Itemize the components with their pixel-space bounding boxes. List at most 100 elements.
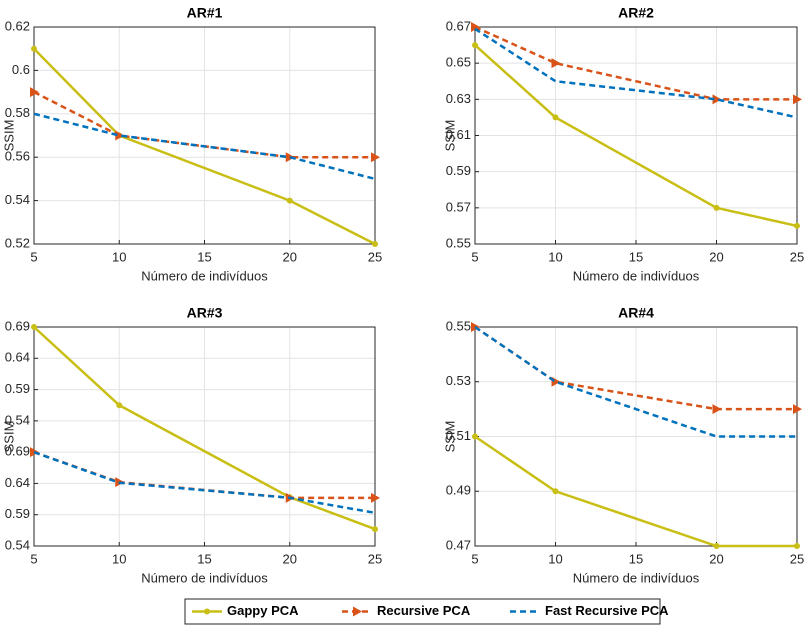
- marker: [31, 45, 37, 52]
- marker: [371, 152, 380, 163]
- x-tick-label: 5: [30, 249, 37, 264]
- y-tick-label: 0.49: [446, 483, 471, 498]
- x-tick-label: 25: [790, 551, 804, 566]
- x-tick-label: 25: [790, 249, 804, 264]
- x-tick-label: 25: [368, 249, 382, 264]
- series-line: [474, 44, 798, 228]
- y-tick-label: 0.63: [446, 91, 471, 106]
- series-line: [474, 25, 797, 101]
- x-axis-label: Número de indivíduos: [141, 268, 268, 283]
- marker: [552, 488, 559, 495]
- y-tick-label: 0.55: [446, 235, 471, 250]
- marker: [793, 404, 802, 415]
- x-tick-label: 15: [629, 249, 643, 264]
- series-line: [33, 47, 376, 246]
- legend-marker: [353, 606, 362, 617]
- y-tick-label: 0.47: [446, 537, 471, 552]
- marker: [794, 543, 800, 549]
- y-tick-label: 0.64: [5, 475, 30, 490]
- chart-title: AR#4: [618, 305, 654, 321]
- x-tick-label: 5: [471, 551, 478, 566]
- x-tick-label: 10: [548, 551, 562, 566]
- x-axis-label: Número de indivíduos: [573, 570, 700, 585]
- legend-marker: [204, 608, 210, 615]
- x-tick-label: 5: [30, 551, 37, 566]
- x-tick-label: 15: [197, 249, 211, 264]
- marker: [30, 87, 39, 98]
- marker: [286, 197, 293, 204]
- y-tick-label: 0.6: [12, 62, 30, 77]
- y-tick-label: 0.54: [5, 412, 30, 427]
- marker: [713, 543, 720, 549]
- y-tick-label: 0.69: [5, 444, 30, 459]
- marker: [371, 492, 380, 503]
- x-tick-label: 20: [283, 249, 297, 264]
- series-line: [33, 326, 376, 531]
- y-tick-label: 0.59: [5, 381, 30, 396]
- marker: [552, 114, 559, 121]
- marker: [31, 324, 37, 330]
- x-axis-label: Número de indivíduos: [141, 570, 268, 585]
- marker: [794, 222, 800, 229]
- marker: [793, 94, 802, 105]
- series-line: [474, 325, 797, 411]
- y-tick-label: 0.57: [446, 199, 471, 214]
- y-tick-label: 0.62: [5, 18, 30, 33]
- y-tick-label: 0.55: [446, 318, 471, 333]
- x-tick-label: 20: [709, 551, 723, 566]
- x-tick-label: 5: [471, 249, 478, 264]
- x-tick-label: 10: [112, 249, 126, 264]
- y-tick-label: 0.58: [5, 105, 30, 120]
- marker: [115, 130, 125, 141]
- axes-box: [474, 26, 798, 245]
- y-tick-label: 0.59: [5, 506, 30, 521]
- axes-box: [33, 26, 376, 245]
- legend-label: Fast Recursive PCA: [545, 603, 669, 618]
- x-tick-label: 25: [368, 551, 382, 566]
- series-line: [33, 112, 376, 181]
- marker: [116, 402, 123, 409]
- x-tick-label: 10: [548, 249, 562, 264]
- y-tick-label: 0.69: [5, 318, 30, 333]
- series-line: [33, 450, 376, 515]
- legend-label: Recursive PCA: [377, 603, 471, 618]
- chart-title: AR#1: [187, 5, 223, 21]
- y-axis-label: SSIM: [442, 120, 457, 152]
- y-tick-label: 0.59: [446, 163, 471, 178]
- marker: [712, 94, 722, 105]
- y-tick-label: 0.64: [5, 350, 30, 365]
- chart-title: AR#3: [187, 305, 223, 321]
- series-line: [474, 325, 797, 438]
- marker: [712, 404, 722, 415]
- y-tick-label: 0.52: [5, 235, 30, 250]
- x-tick-label: 20: [709, 249, 723, 264]
- marker: [372, 526, 378, 533]
- y-axis-label: SSIM: [442, 421, 457, 453]
- axes-box: [33, 326, 376, 547]
- y-tick-label: 0.54: [5, 192, 30, 207]
- legend-box: [184, 598, 661, 625]
- y-tick-label: 0.53: [446, 373, 471, 388]
- marker: [713, 204, 720, 211]
- series-line: [474, 435, 797, 548]
- x-tick-label: 10: [112, 551, 126, 566]
- y-tick-label: 0.54: [5, 537, 30, 552]
- y-axis-label: SSIM: [1, 421, 16, 453]
- marker: [372, 241, 378, 247]
- y-tick-label: 0.67: [446, 18, 471, 33]
- y-axis-label: SSIM: [1, 120, 16, 152]
- marker: [471, 22, 480, 32]
- x-tick-label: 15: [629, 551, 643, 566]
- x-axis-label: Número de indivíduos: [573, 268, 700, 283]
- x-tick-label: 20: [283, 551, 297, 566]
- y-tick-label: 0.51: [446, 428, 471, 443]
- marker: [551, 58, 561, 69]
- marker: [472, 42, 478, 49]
- x-tick-label: 15: [197, 551, 211, 566]
- marker: [472, 433, 478, 440]
- y-tick-label: 0.65: [446, 55, 471, 70]
- chart-title: AR#2: [618, 5, 654, 21]
- y-tick-label: 0.61: [446, 127, 471, 142]
- y-tick-label: 0.56: [5, 149, 30, 164]
